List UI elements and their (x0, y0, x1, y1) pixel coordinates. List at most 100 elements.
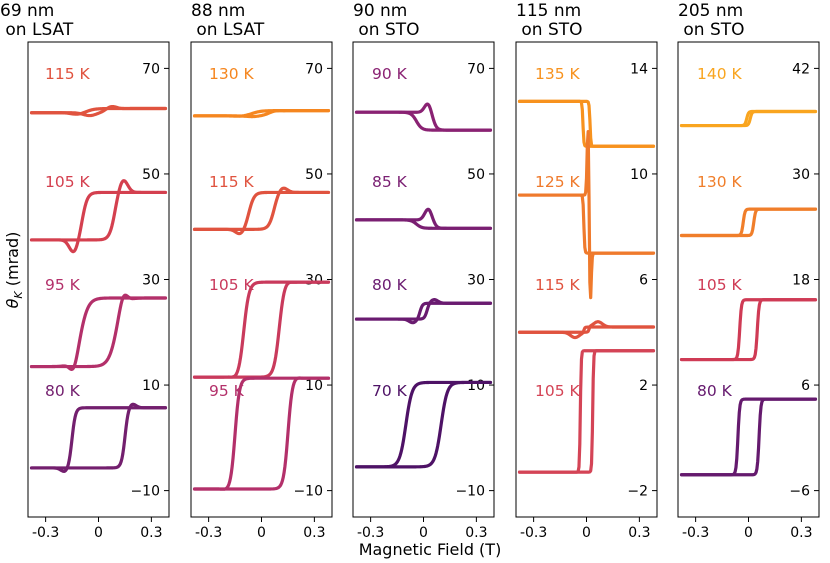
series-105-K (192, 280, 331, 379)
y-tick-label: 6 (801, 378, 810, 394)
temperature-label: 130 K (697, 173, 743, 191)
series-130-K (192, 109, 331, 119)
series-105-K (517, 349, 656, 474)
panel-title-line1: 90 nm (353, 1, 408, 21)
series-line-down (679, 397, 818, 477)
x-tick-label: -0.3 (357, 525, 384, 541)
series-line-down (354, 301, 493, 325)
series-80-K (29, 402, 168, 473)
panel-title: 69 nm on LSAT (0, 2, 73, 40)
x-tick-label: 0.3 (628, 525, 650, 541)
temperature-label: 115 K (535, 276, 581, 294)
series-115-K (517, 320, 656, 340)
temperature-label: 95 K (209, 382, 245, 400)
series-80-K (679, 397, 818, 477)
series-line-down (679, 298, 818, 362)
series-140-K (679, 109, 818, 128)
series-line-down (517, 193, 656, 255)
y-tick-label: 50 (305, 167, 323, 183)
panel-title-line1: 205 nm (678, 1, 744, 21)
panel-title-line2: on STO (678, 20, 745, 40)
temperature-label: 115 K (209, 173, 255, 191)
y-tick-label: 70 (142, 61, 160, 77)
series-70-K (354, 380, 493, 469)
y-tick-label: 6 (639, 273, 648, 289)
y-tick-label: −6 (789, 484, 810, 500)
series-105-K (679, 298, 818, 362)
x-axis-label: Magnetic Field (T) (359, 540, 502, 559)
series-line-down (517, 325, 656, 340)
series-line-down (29, 106, 168, 116)
y-tick-label: 50 (142, 167, 160, 183)
y-tick-label: −10 (455, 484, 485, 500)
panel-title-line2: on STO (516, 20, 583, 40)
x-tick-label: -0.3 (682, 525, 709, 541)
x-tick-label: -0.3 (32, 525, 59, 541)
panel-title-line2: on LSAT (0, 20, 74, 40)
y-tick-label: 30 (142, 273, 160, 289)
series-80-K (354, 298, 493, 325)
temperature-label: 115 K (45, 65, 91, 83)
series-line-down (354, 218, 493, 230)
series-line-down (192, 280, 331, 379)
series-line-down (192, 109, 331, 118)
series-line-down (679, 109, 818, 128)
series-line-down (679, 207, 818, 238)
x-tick-label: 0.3 (465, 525, 487, 541)
series-90-K (354, 102, 493, 132)
series-85-K (354, 207, 493, 230)
panel-title: 90 nm on STO (353, 2, 420, 40)
y-tick-label: 30 (467, 273, 485, 289)
temperature-label: 135 K (535, 65, 581, 83)
x-tick-label: 0.3 (790, 525, 812, 541)
panel-4: -0.3 0 0.3 −2 2 6 10 14 135 K 125 K 115 K 105 K (515, 41, 658, 541)
y-axis-label: θK (mrad) (3, 232, 25, 309)
y-tick-label: −2 (627, 484, 648, 500)
panel-title-line1: 88 nm (191, 1, 246, 21)
temperature-label: 80 K (697, 382, 733, 400)
series-line-down (192, 376, 331, 491)
series-line-down (354, 380, 493, 469)
temperature-label: 80 K (372, 276, 408, 294)
series-115-K (29, 104, 168, 118)
y-tick-label: −10 (130, 484, 160, 500)
y-tick-label: 42 (792, 61, 810, 77)
x-tick-label: -0.3 (195, 525, 222, 541)
x-tick-label: 0 (582, 525, 591, 541)
temperature-label: 130 K (209, 65, 255, 83)
panel-title-line1: 69 nm (0, 1, 55, 21)
series-line-down (354, 110, 493, 132)
y-tick-label: 14 (630, 61, 648, 77)
temperature-label: 125 K (535, 173, 581, 191)
series-105-K (29, 179, 168, 254)
y-tick-label: 50 (467, 167, 485, 183)
x-tick-label: 0 (744, 525, 753, 541)
x-tick-label: 0 (94, 525, 103, 541)
x-tick-label: 0.3 (140, 525, 162, 541)
y-tick-label: 30 (792, 167, 810, 183)
y-tick-label: 10 (305, 378, 323, 394)
y-tick-label: −10 (293, 484, 323, 500)
temperature-label: 95 K (45, 276, 81, 294)
x-tick-label: 0 (257, 525, 266, 541)
panel-title-line2: on STO (353, 20, 420, 40)
series-line-up (517, 349, 656, 474)
series-line-down (29, 296, 168, 371)
x-tick-label: 0 (419, 525, 428, 541)
y-tick-label: 10 (142, 378, 160, 394)
series-95-K (192, 376, 331, 491)
temperature-label: 85 K (372, 173, 408, 191)
panel-3: -0.3 0 0.3 −10 10 30 50 70 90 K 85 K 80 K 70 K (352, 41, 495, 541)
series-line-down (192, 190, 331, 236)
series-line-up (679, 397, 818, 477)
temperature-label: 70 K (372, 382, 408, 400)
temperature-label: 105 K (45, 173, 91, 191)
series-line-down (517, 349, 656, 474)
temperature-label: 105 K (535, 382, 581, 400)
y-tick-label: 30 (305, 273, 323, 289)
panel-title-line2: on LSAT (191, 20, 265, 40)
temperature-label: 90 K (372, 65, 408, 83)
temperature-label: 140 K (697, 65, 743, 83)
panel-title: 88 nm on LSAT (191, 2, 264, 40)
